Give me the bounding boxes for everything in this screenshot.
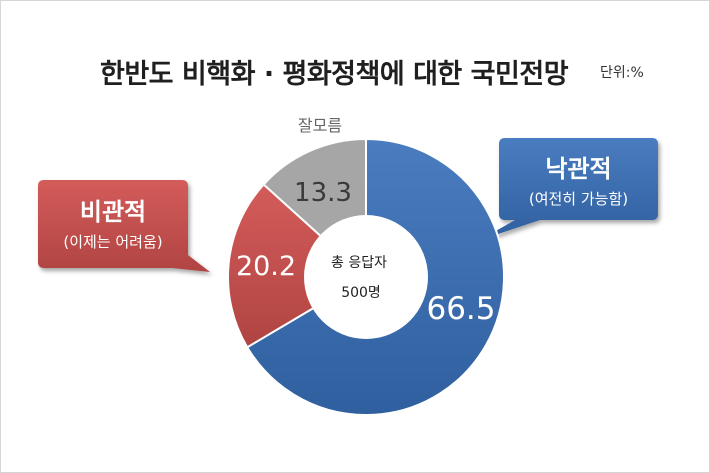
center-value: 500명 <box>341 285 381 301</box>
callout-optimistic: 낙관적 (여전히 가능함) <box>499 149 658 209</box>
callout-pessimistic-subtitle: (이제는 어려움) <box>63 233 163 251</box>
callout-optimistic-bubble <box>480 138 658 240</box>
unit-label: 단위:% <box>600 65 644 81</box>
callout-pessimistic-title: 비관적 <box>79 198 147 226</box>
callout-pessimistic-bubble <box>38 180 210 272</box>
donut-hole <box>304 215 428 339</box>
slice-label-unknown: 잘모름 <box>298 116 342 135</box>
value-label-optimistic: 66.5 <box>426 291 495 327</box>
center-label: 총 응답자 <box>331 255 387 271</box>
value-label-pessimistic: 20.2 <box>236 251 296 282</box>
chart-title: 한반도 비핵화 · 평화정책에 대한 국민전망 <box>100 59 569 90</box>
value-label-unknown: 13.3 <box>294 178 352 208</box>
callout-pessimistic: 비관적 (이제는 어려움) <box>38 192 188 252</box>
callout-optimistic-title: 낙관적 <box>545 155 612 183</box>
callout-optimistic-subtitle: (여전히 가능함) <box>528 190 629 208</box>
